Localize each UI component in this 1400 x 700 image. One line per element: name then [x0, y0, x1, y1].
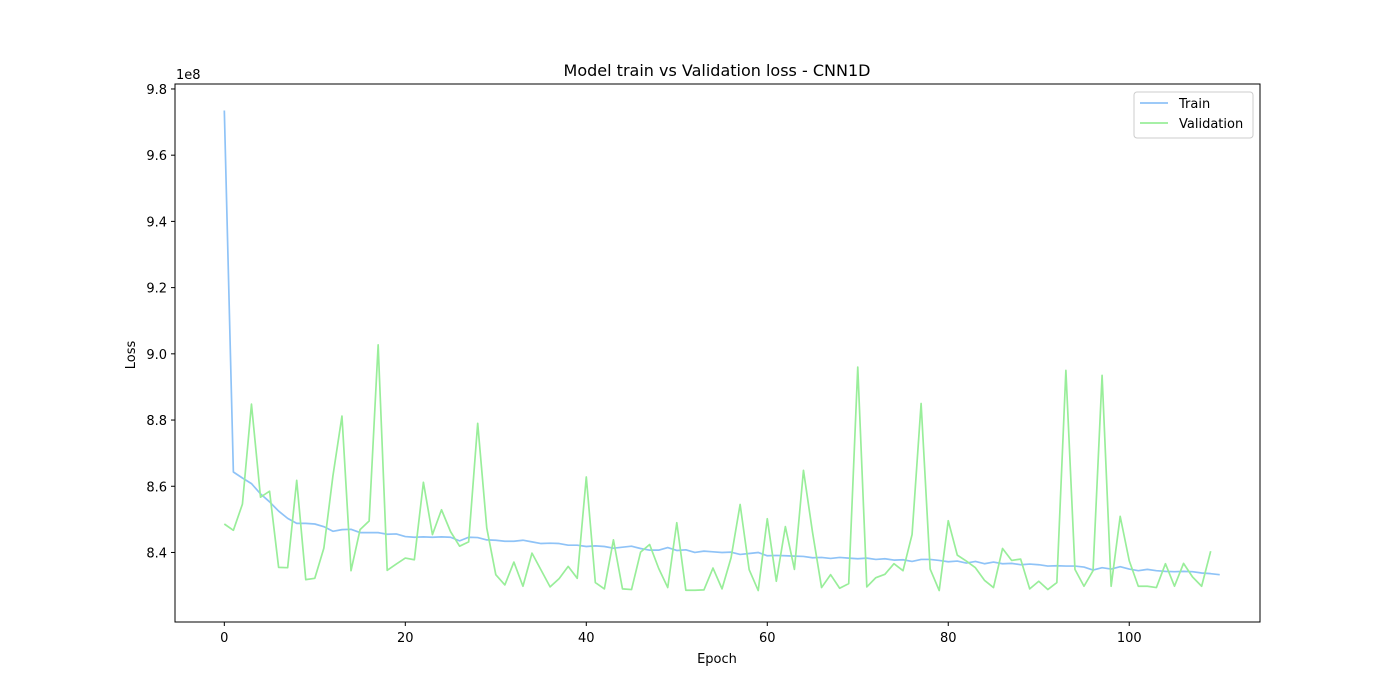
x-tick-label: 100 [1117, 631, 1142, 646]
y-offset-label: 1e8 [176, 68, 201, 83]
legend: Train Validation [1133, 91, 1254, 139]
y-tick-label: 9.6 [146, 149, 167, 164]
y-tick-label: 9.8 [146, 83, 167, 98]
series-line-train [223, 110, 1220, 576]
chart-title: Model train vs Validation loss - CNN1D [564, 61, 871, 80]
x-tick-label: 0 [220, 631, 228, 646]
x-axis-label: Epoch [697, 652, 737, 667]
y-axis-label: Loss [124, 341, 139, 370]
y-tick-label: 9.0 [146, 348, 167, 363]
x-tick-label: 60 [759, 631, 776, 646]
plot-frame [174, 83, 1261, 623]
series-line-validation [223, 344, 1212, 592]
y-tick-label: 9.4 [146, 215, 167, 230]
plot-lines [223, 110, 1220, 592]
legend-label: Validation [1179, 117, 1243, 132]
y-tick-label: 8.4 [146, 546, 167, 561]
y-tick-label: 8.8 [146, 414, 167, 429]
y-tick-label: 9.2 [146, 282, 167, 297]
x-tick-label: 20 [397, 631, 414, 646]
axis-ticks: 0 20 40 60 80 100 8.4 8.6 8.8 9.0 9.2 9.4 9.6 9.8 [146, 83, 1141, 646]
legend-label: Train [1178, 97, 1210, 112]
x-tick-label: 80 [940, 631, 957, 646]
y-tick-label: 8.6 [146, 480, 167, 495]
x-tick-label: 40 [578, 631, 595, 646]
